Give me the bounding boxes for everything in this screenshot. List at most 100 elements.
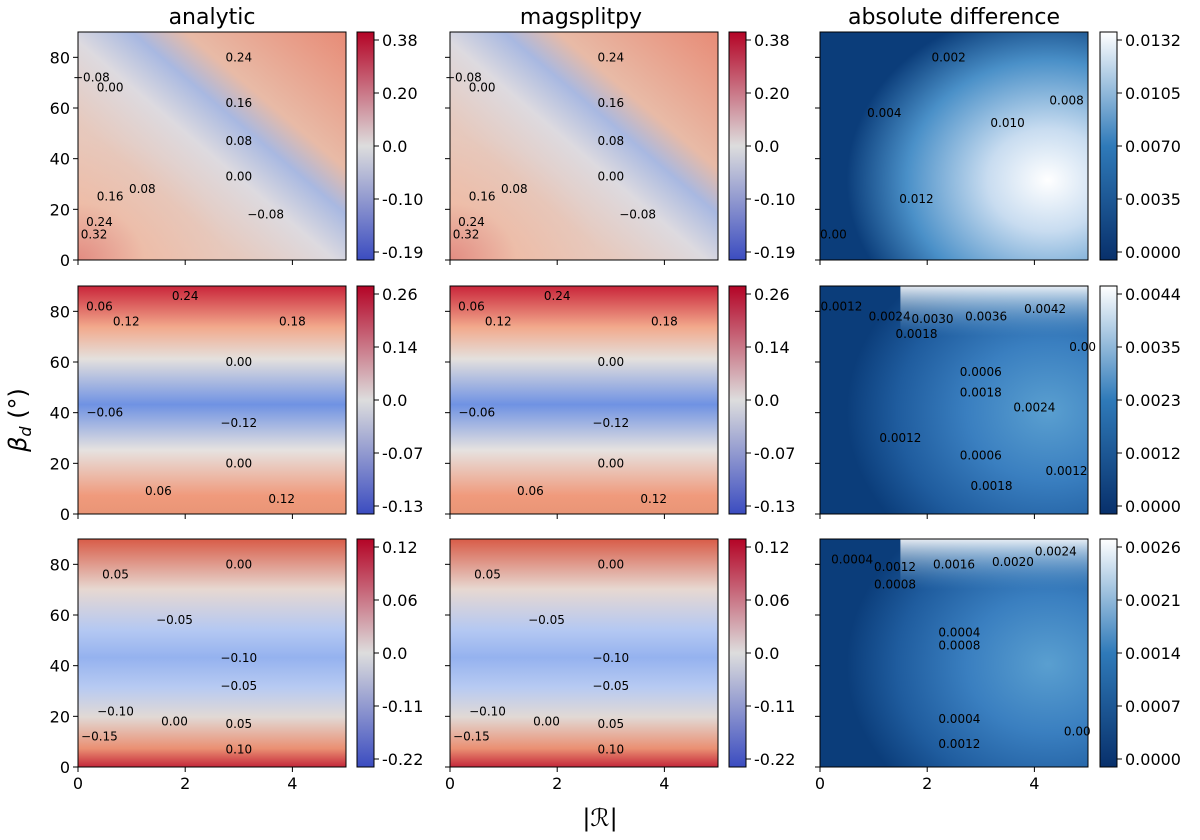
panels-layer: −0.080.000.240.160.080.00−0.080.160.240.…: [50, 31, 1181, 793]
contour-label: 0.12: [268, 492, 295, 506]
colorbar-tick-label: 0.26: [382, 285, 418, 304]
colorbar-tick-label: 0.0000: [1125, 497, 1181, 516]
contour-label: 0.00: [161, 714, 188, 728]
contour-label: 0.0006: [960, 449, 1002, 463]
contour-label: 0.0018: [960, 385, 1002, 399]
colorbar-tick-label: 0.20: [382, 84, 418, 103]
contour-label: 0.00: [820, 228, 847, 242]
contour-label: 0.24: [458, 215, 485, 229]
x-tick-label: 2: [180, 774, 190, 793]
panel-analytic-row-1: −0.080.000.240.160.080.00−0.080.160.240.…: [50, 31, 347, 270]
axes-frame: [819, 538, 1089, 768]
colorbar-magsplitpy-row-2: 0.26 0.14 0.0 -0.07 -0.13: [728, 285, 795, 516]
contour-label: −0.12: [220, 416, 257, 430]
contour-label: −0.05: [156, 613, 193, 627]
contour-label: 0.0018: [971, 479, 1013, 493]
colorbar-tick-label: 0.0: [754, 644, 779, 663]
contour-label: 0.06: [86, 299, 113, 313]
colorbar-tick-label: 0.12: [754, 538, 790, 557]
colorbar-tick-label: 0.38: [754, 31, 790, 50]
y-tick-label: 0: [60, 505, 70, 524]
colorbar-gradient: [1099, 31, 1118, 261]
contour-label: 0.00: [225, 169, 252, 183]
contour-label: 0.10: [597, 742, 624, 756]
contour-label: 0.0004: [938, 626, 980, 640]
colorbar-tick-label: 0.0026: [1125, 538, 1181, 557]
y-tick-label: 80: [50, 302, 70, 321]
x-tick-label: 4: [1029, 774, 1039, 793]
contour-label: −0.08: [619, 207, 656, 221]
contour-label: 0.012: [899, 192, 933, 206]
heatmap-field: [450, 539, 718, 767]
colorbar-analytic-row-1: 0.38 0.20 0.0 -0.10 -0.19: [356, 31, 423, 262]
contour-label: 0.0006: [960, 365, 1002, 379]
panel-absolute-difference-row-1: 0.002 0.008 0.010 0.004 0.012 0.00: [815, 31, 1089, 265]
contour-label: −0.05: [220, 679, 257, 693]
contour-label: 0.00: [597, 169, 624, 183]
colorbar-tick-label: 0.0021: [1125, 591, 1181, 610]
x-tick-label: 0: [445, 774, 455, 793]
contour-label: 0.05: [474, 567, 501, 581]
contour-label: 0.0042: [1024, 302, 1066, 316]
colorbar-gradient: [1099, 538, 1118, 768]
y-tick-label: 60: [50, 99, 70, 118]
contour-label: 0.0024: [1013, 401, 1055, 415]
contour-label: 0.08: [225, 134, 252, 148]
colorbar-tick-label: 0.0044: [1125, 285, 1181, 304]
contour-label: 0.06: [145, 484, 172, 498]
contour-label: 0.06: [517, 484, 544, 498]
colorbar-analytic-row-2: 0.26 0.14 0.0 -0.07 -0.13: [356, 285, 423, 516]
colorbar-gradient: [356, 538, 375, 768]
contour-label: 0.08: [129, 182, 156, 196]
contour-label: −0.10: [592, 651, 629, 665]
contour-label: 0.0004: [938, 712, 980, 726]
contour-label: 0.0024: [869, 309, 911, 323]
y-tick-label: 20: [50, 200, 70, 219]
contour-label: 0.12: [113, 314, 140, 328]
contour-label: 0.00: [225, 456, 252, 470]
colorbar-tick-label: -0.11: [754, 697, 795, 716]
colorbar-tick-label: 0.12: [382, 538, 418, 557]
y-axis-label: βd (°): [4, 388, 35, 453]
contour-label: 0.16: [597, 96, 624, 110]
colorbar-tick-label: 0.0035: [1125, 338, 1181, 357]
y-tick-label: 0: [60, 251, 70, 270]
x-tick-label: 2: [552, 774, 562, 793]
contour-label: 0.24: [544, 289, 571, 303]
y-tick-label: 0: [60, 758, 70, 777]
y-tick-label: 80: [50, 555, 70, 574]
contour-label: 0.0020: [992, 555, 1034, 569]
contour-label: 0.008: [1049, 93, 1083, 107]
panel-analytic-row-2: 0.240.180.120.060.00−0.06−0.120.000.060.…: [50, 285, 347, 524]
contour-label: 0.002: [931, 50, 965, 64]
y-tick-label: 60: [50, 353, 70, 372]
panel-analytic-row-3: 0.05 0.00 −0.05 −0.10 −0.05 −0.10 −0.15 0.00 0.0…: [50, 538, 347, 793]
colorbar-tick-label: 0.0007: [1125, 697, 1181, 716]
axes-frame: [449, 31, 719, 261]
colorbar-tick-label: -0.22: [754, 750, 795, 769]
contour-label: 0.16: [225, 96, 252, 110]
colorbar-tick-label: -0.10: [754, 190, 795, 209]
contour-label: 0.0036: [965, 309, 1007, 323]
contour-label: −0.08: [73, 71, 110, 85]
x-tick-label: 2: [922, 774, 932, 793]
contour-label: −0.12: [592, 416, 629, 430]
x-axis-label: |ℛ|: [582, 804, 617, 832]
heatmap-field: [450, 286, 718, 514]
y-axis-label-symbol: β: [4, 437, 32, 453]
y-tick-label: 40: [50, 657, 70, 676]
colorbar-tick-label: 0.0023: [1125, 391, 1181, 410]
contour-label: 0.00: [469, 81, 496, 95]
colorbar-tick-label: 0.0: [754, 391, 779, 410]
contour-label: 0.00: [597, 355, 624, 369]
colorbar-tick-label: 0.0105: [1125, 84, 1181, 103]
contour-label: 0.32: [453, 228, 480, 242]
colorbar-tick-label: 0.0: [382, 391, 407, 410]
colorbar-tick-label: -0.11: [382, 697, 423, 716]
y-tick-label: 40: [50, 404, 70, 423]
colorbar-gradient: [728, 285, 747, 515]
contour-label: −0.05: [592, 679, 629, 693]
y-tick-label: 40: [50, 150, 70, 169]
colorbar-absolute-difference-row-1: 0.0132 0.0105 0.0070 0.0035 0.0000: [1099, 31, 1181, 262]
contour-label: 0.00: [97, 81, 124, 95]
